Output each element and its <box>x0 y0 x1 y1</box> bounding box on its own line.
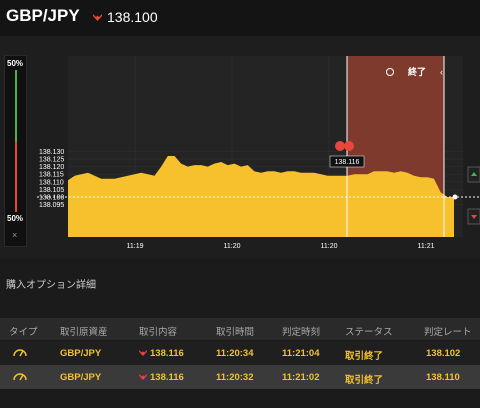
details-title: 購入オプション詳細 <box>6 280 96 291</box>
entry-marker: 138.116 <box>329 141 365 168</box>
details-table-header: タイプ 取引原資産 取引内容 取引時間 判定時刻 ステータス 判定レート <box>0 318 480 340</box>
down-arrow-icon <box>139 350 147 357</box>
y-tick-label: 138.100 <box>39 195 64 202</box>
gauge-icon <box>13 349 27 357</box>
row-time: 11:20:32 <box>216 372 254 383</box>
call-bar <box>15 70 17 142</box>
row-status: 取引終了 <box>345 351 384 362</box>
row-rate: 138.102 <box>426 348 461 359</box>
y-tick-label: 138.115 <box>39 172 64 179</box>
y-tick-label: 138.105 <box>39 187 64 194</box>
gauge-icon <box>13 373 27 381</box>
asset-pair-title[interactable]: GBP/JPY <box>6 6 80 25</box>
col-asset: 取引原資産 <box>60 327 108 338</box>
sentiment-sidebar: 50% 50% × <box>4 55 27 247</box>
down-arrow-icon-side <box>471 215 477 219</box>
col-judge-time: 判定時刻 <box>282 327 321 338</box>
col-content: 取引内容 <box>139 327 178 338</box>
current-rate-value: 138.100 <box>107 9 158 25</box>
row-judge-time: 11:21:02 <box>282 372 320 383</box>
x-tick-label: 11:21 <box>418 243 435 250</box>
call-percent: 50% <box>7 59 24 68</box>
price-chart: 138.130138.125138.120138.115138.110138.1… <box>37 56 480 250</box>
top-bar: GBP/JPY 138.100 <box>0 0 480 36</box>
put-marker-icon <box>335 141 345 151</box>
x-tick-label: 11:20 <box>321 243 338 250</box>
row-content: 138.116 <box>139 372 184 383</box>
col-rate: 判定レート <box>424 327 472 338</box>
expiry-label: 終了 ‹ <box>386 66 443 77</box>
col-status: ステータス <box>345 327 393 338</box>
close-icon[interactable]: × <box>12 230 18 240</box>
up-arrow-icon <box>471 172 477 176</box>
clock-icon <box>386 68 394 76</box>
put-bar <box>15 142 17 212</box>
row-asset: GBP/JPY <box>60 348 102 359</box>
row-rate: 138.110 <box>426 372 460 383</box>
table-row[interactable]: GBP/JPY 138.116 11:20:32 11:21:02 取引終了 1… <box>0 365 480 389</box>
y-tick-label: 138.095 <box>39 202 64 209</box>
chevron-left-icon: ‹ <box>440 67 443 77</box>
expiry-label-text: 終了 <box>408 66 426 77</box>
current-price-dot <box>452 194 458 200</box>
row-content: 138.116 <box>139 348 184 359</box>
x-tick-label: 11:19 <box>127 243 144 250</box>
row-status: 取引終了 <box>345 375 384 386</box>
current-rate: 138.100 <box>93 9 158 25</box>
row-judge-time: 11:21:04 <box>282 348 320 359</box>
down-arrow-icon <box>139 374 147 381</box>
col-type: タイプ <box>9 327 38 338</box>
x-tick-label: 11:20 <box>224 243 241 250</box>
entry-rate-label: 138.116 <box>335 159 360 166</box>
y-tick-label: 138.120 <box>39 164 64 171</box>
table-row[interactable]: GBP/JPY 138.116 11:20:34 11:21:04 取引終了 1… <box>0 341 480 365</box>
col-time: 取引時間 <box>216 327 255 338</box>
down-arrow-icon <box>93 13 102 21</box>
row-asset: GBP/JPY <box>60 372 102 383</box>
y-tick-label: 138.110 <box>39 179 64 186</box>
row-time: 11:20:34 <box>216 348 254 359</box>
put-marker-icon-2 <box>344 141 354 151</box>
y-tick-label: 138.125 <box>39 157 64 164</box>
y-tick-label: 138.130 <box>39 149 64 156</box>
put-percent: 50% <box>7 214 24 223</box>
